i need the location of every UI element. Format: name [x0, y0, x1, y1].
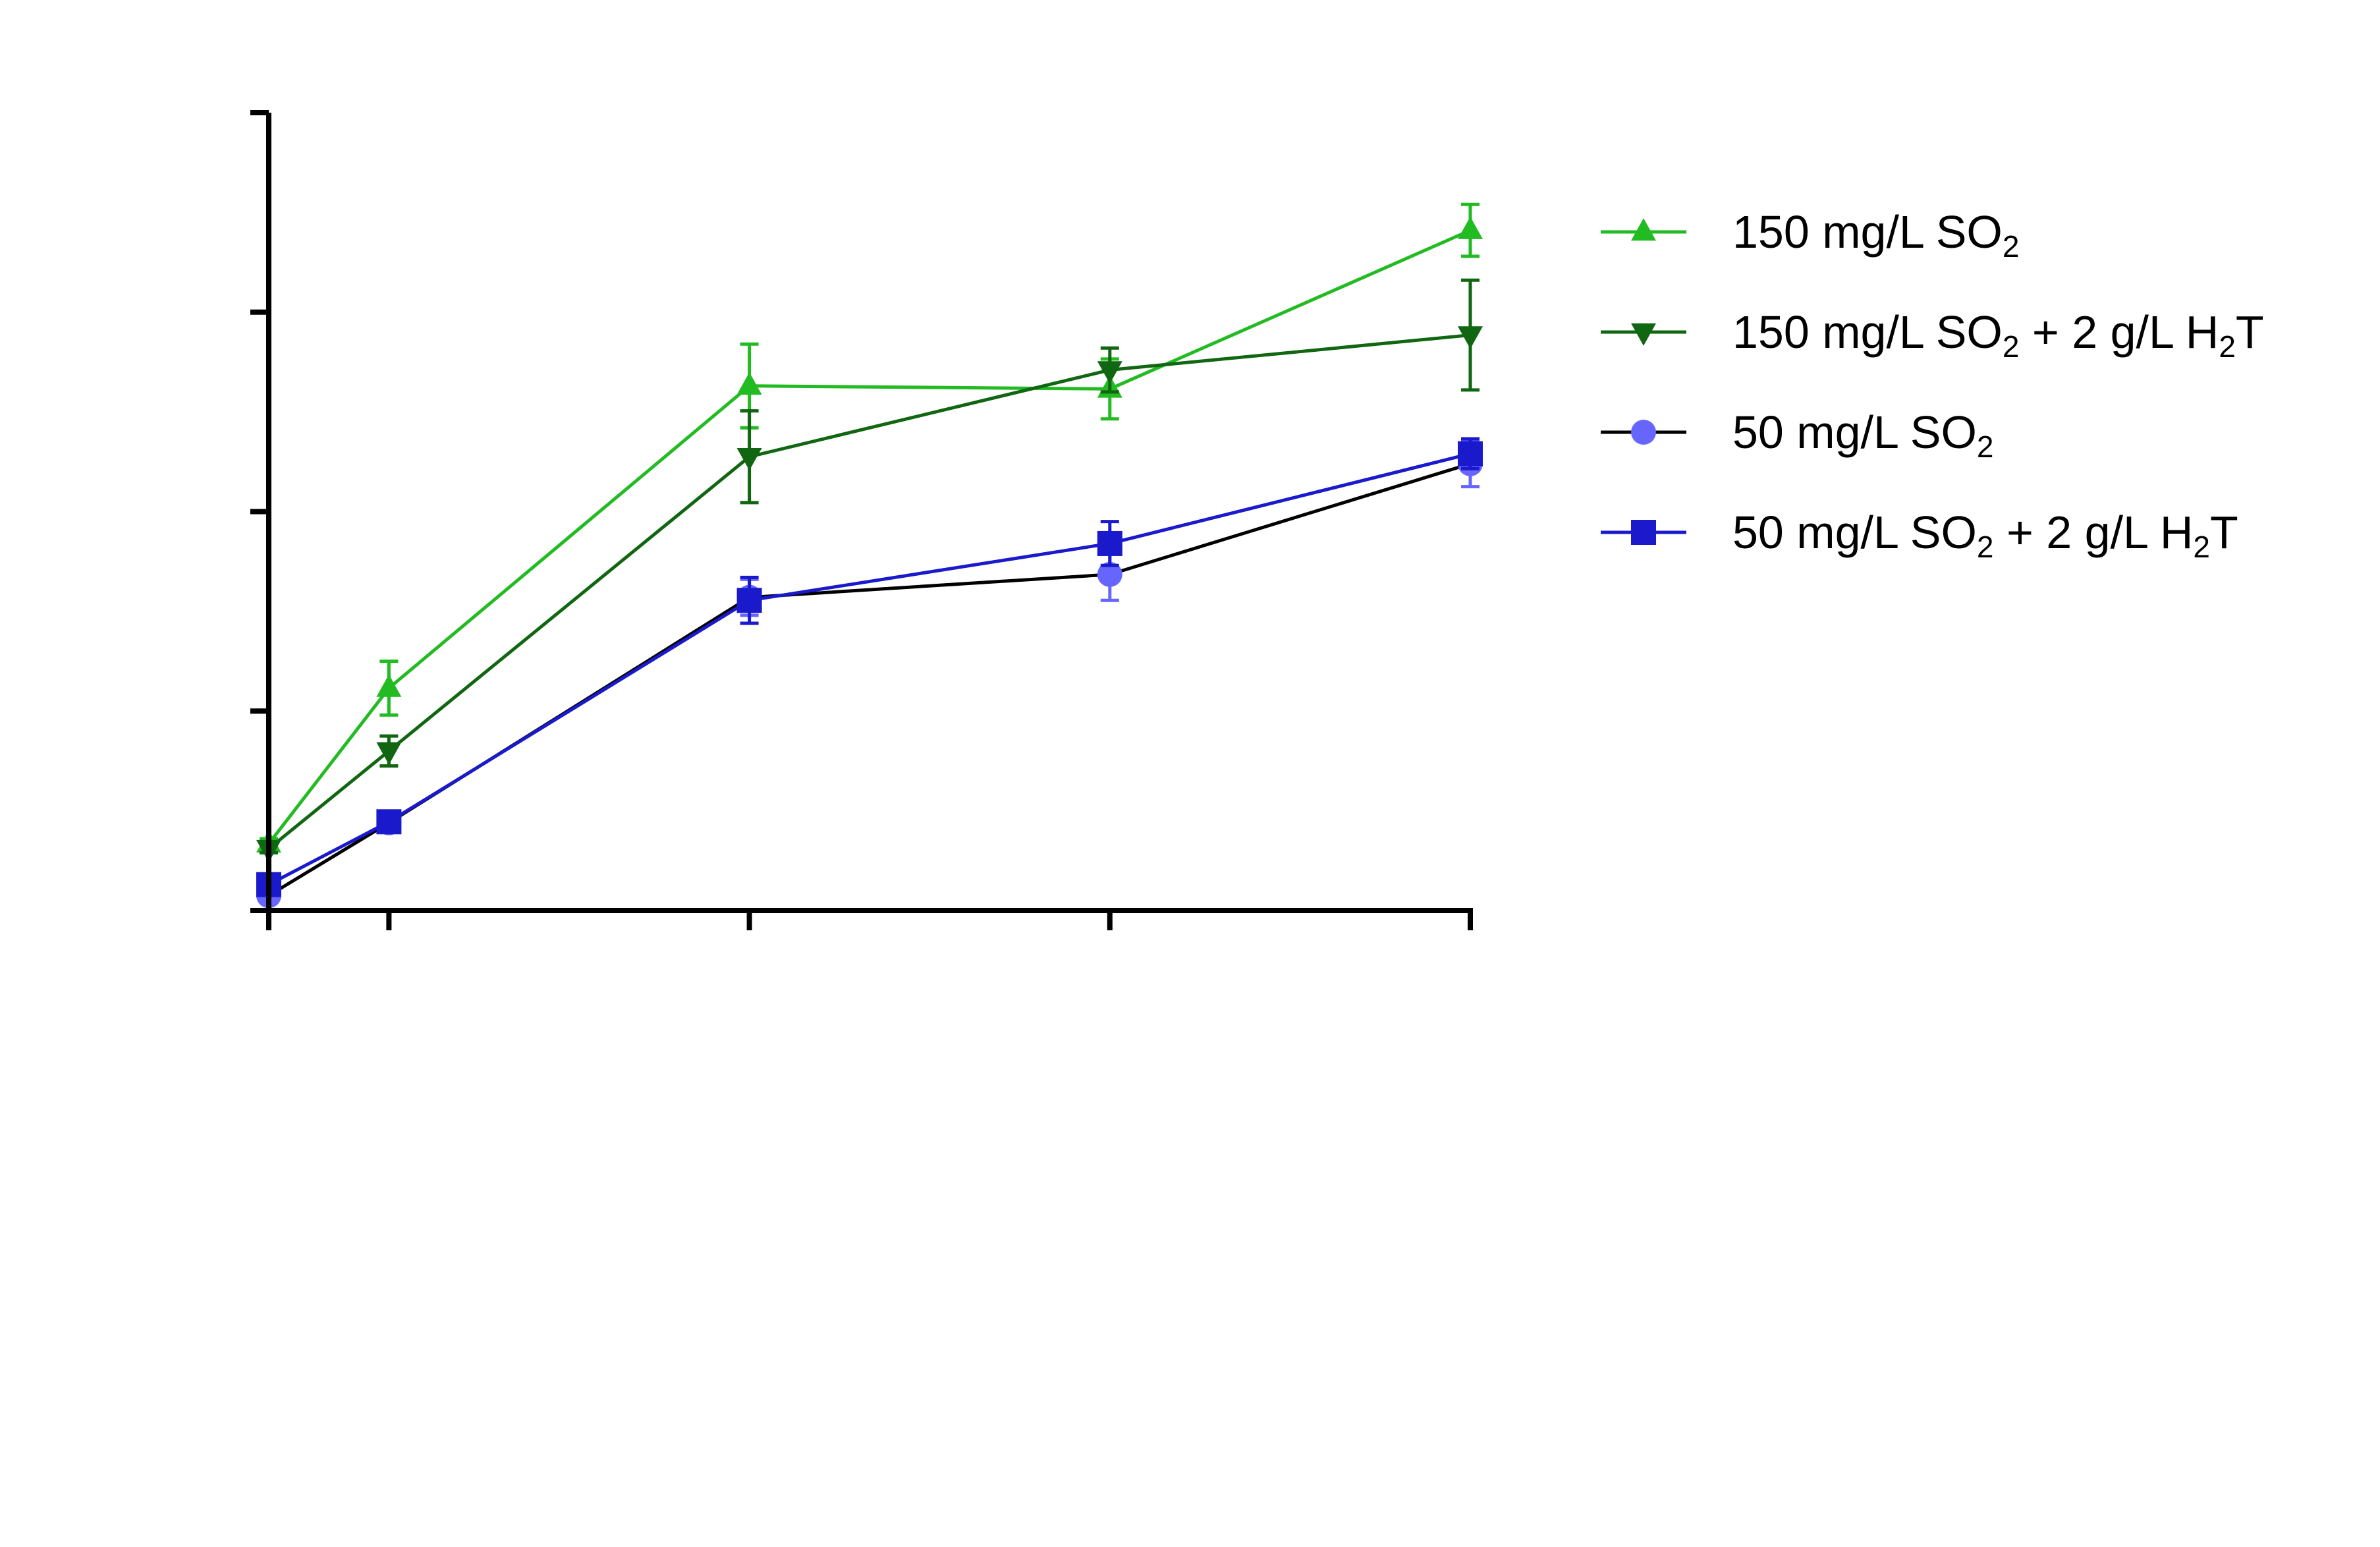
legend-label-part: 150 mg/L SO	[1732, 206, 2003, 258]
data-point	[376, 674, 402, 697]
data-point	[736, 447, 762, 471]
data-point	[736, 588, 762, 613]
legend-label-part: 50 mg/L SO	[1732, 507, 1977, 558]
data-point	[1458, 216, 1483, 239]
legend-label-part: 2	[1977, 430, 1994, 464]
data-point	[1458, 441, 1483, 466]
legend-label-part: + 2 g/L H	[1994, 507, 2194, 558]
data-point	[1097, 561, 1122, 587]
legend-marker	[1631, 520, 1656, 545]
data-point	[1097, 530, 1122, 556]
series-line	[267, 229, 1472, 845]
legend-label: 150 mg/L SO2	[1732, 206, 2019, 264]
legend-label-part: T	[2210, 507, 2238, 558]
legend-label: 150 mg/L SO2 + 2 g/L H2T	[1732, 306, 2264, 364]
legend-label-part: 50 mg/L SO	[1732, 407, 1977, 458]
data-point	[1458, 326, 1483, 349]
legend-item-4: 50 mg/L SO2 + 2 g/L H2T	[1601, 507, 2238, 564]
legend-item-2: 150 mg/L SO2 + 2 g/L H2T	[1601, 306, 2264, 364]
data-point	[376, 742, 402, 765]
axes	[250, 110, 1473, 930]
series-line	[267, 333, 1471, 851]
data-point	[736, 372, 762, 395]
legend-label-part: + 2 g/L H	[2019, 306, 2219, 358]
data-point	[1097, 361, 1122, 384]
legend-label-part: 2	[2003, 329, 2020, 364]
legend-item-1: 150 mg/L SO2	[1601, 206, 2019, 264]
legend-label-part: 2	[1977, 530, 1994, 564]
legend-marker	[1631, 218, 1656, 241]
data-point	[376, 809, 402, 835]
legend-label-part: T	[2236, 306, 2264, 358]
legend-marker	[1631, 420, 1656, 445]
legend-label-part: 2	[2219, 329, 2236, 364]
series-1	[256, 202, 1483, 853]
legend-label-part: 2	[2003, 229, 2020, 264]
plot-area	[256, 202, 1483, 909]
series-4	[256, 437, 1483, 897]
series-line	[267, 462, 1471, 897]
series-3	[256, 439, 1483, 909]
legend-label-part: 150 mg/L SO	[1732, 306, 2003, 358]
series-2	[256, 278, 1483, 863]
legend-marker	[1631, 323, 1656, 346]
legend-label-part: 2	[2193, 530, 2210, 564]
legend-item-3: 50 mg/L SO2	[1601, 407, 1994, 464]
legend-label: 50 mg/L SO2	[1732, 407, 1994, 464]
legend-label: 50 mg/L SO2 + 2 g/L H2T	[1732, 507, 2238, 564]
